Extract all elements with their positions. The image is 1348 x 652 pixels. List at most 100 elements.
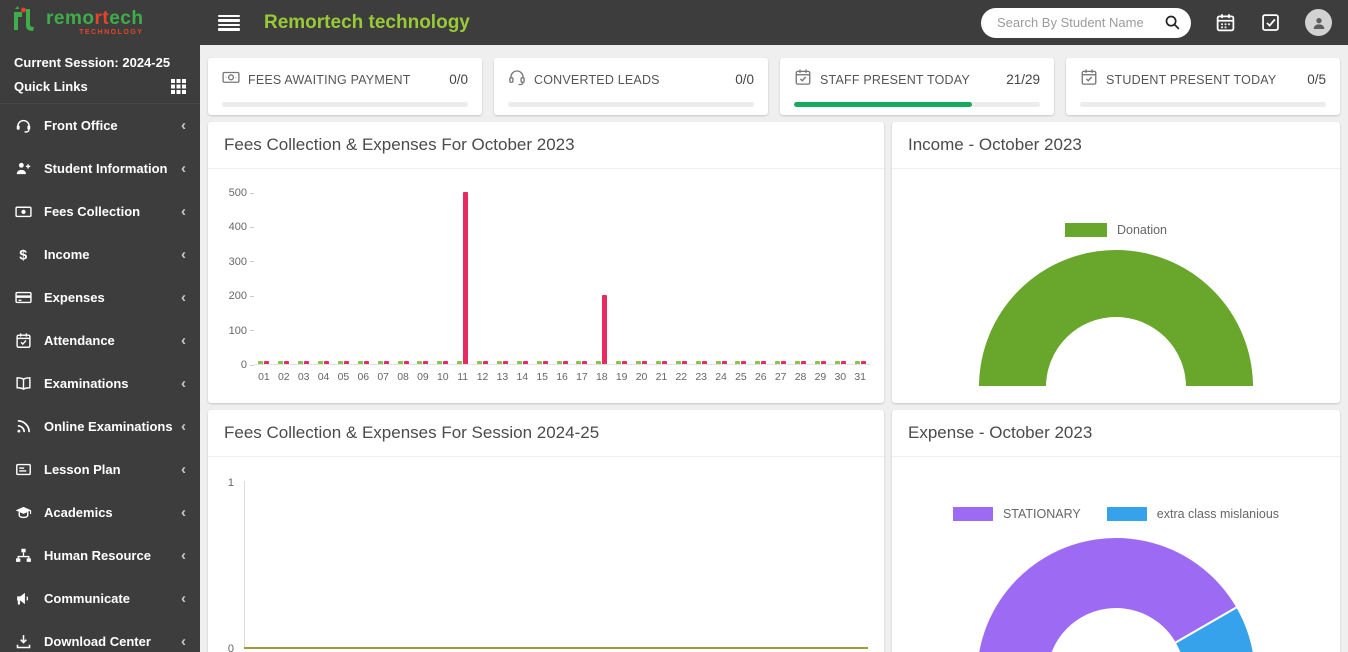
- sidebar-item-label: Download Center: [44, 634, 151, 649]
- legend-swatch: [952, 507, 993, 521]
- user-avatar[interactable]: [1305, 9, 1332, 36]
- chevron-left-icon: ‹: [181, 332, 186, 349]
- bar-group-day-19: [612, 361, 632, 364]
- y-tick-label: 1: [227, 477, 234, 489]
- stat-value: 0/0: [449, 72, 468, 87]
- logo-sub-text: TECHNOLOGY: [79, 29, 144, 36]
- sidebar-item-label: Communicate: [44, 591, 130, 606]
- sidebar-item-online-examinations[interactable]: Online Examinations ‹: [0, 405, 200, 448]
- chevron-left-icon: ‹: [181, 633, 186, 650]
- sidebar-item-student-information[interactable]: Student Information ‹: [0, 147, 200, 190]
- dollar-icon: $: [14, 246, 32, 263]
- sidebar-item-label: Income: [44, 247, 90, 262]
- main-content: FEES AWAITING PAYMENT 0/0 CONVERTED LEAD…: [200, 45, 1348, 652]
- sidebar-item-communicate[interactable]: Communicate ‹: [0, 577, 200, 620]
- stat-card-converted-leads: CONVERTED LEADS 0/0: [494, 58, 768, 115]
- sidebar-item-download-center[interactable]: Download Center ‹: [0, 620, 200, 652]
- chevron-left-icon: ‹: [181, 160, 186, 177]
- bar-group-day-06: [353, 361, 373, 364]
- stat-card-student-present: STUDENT PRESENT TODAY 0/5: [1066, 58, 1340, 115]
- sidebar-item-fees-collection[interactable]: Fees Collection ‹: [0, 190, 200, 233]
- calendar-check-icon: [1080, 68, 1098, 91]
- sidebar-item-attendance[interactable]: Attendance ‹: [0, 319, 200, 362]
- legend-swatch: [1106, 507, 1147, 521]
- bar-group-day-04: [314, 361, 334, 364]
- sidebar-item-lesson-plan[interactable]: Lesson Plan ‹: [0, 448, 200, 491]
- sidebar-item-label: Fees Collection: [44, 204, 141, 219]
- sidebar-item-label: Lesson Plan: [44, 462, 121, 477]
- quick-links-grid-icon[interactable]: [171, 79, 186, 94]
- sidebar-item-label: Examinations: [44, 376, 129, 391]
- sidebar-item-front-office[interactable]: Front Office ‹: [0, 104, 200, 147]
- sidebar-item-label: Front Office: [44, 118, 118, 133]
- sidebar-item-label: Attendance: [44, 333, 115, 348]
- sidebar-item-label: Human Resource: [44, 548, 151, 563]
- bar-group-day-15: [532, 361, 552, 364]
- progress-track: [1080, 102, 1326, 107]
- bar-group-day-09: [413, 361, 433, 364]
- svg-text:$: $: [19, 247, 27, 263]
- sidebar-item-academics[interactable]: Academics ‹: [0, 491, 200, 534]
- sidebar-item-label: Academics: [44, 505, 113, 520]
- chevron-left-icon: ‹: [181, 547, 186, 564]
- legend-label: extra class mislanious: [1156, 507, 1280, 521]
- stat-value: 0/0: [735, 72, 754, 87]
- sidebar-item-income[interactable]: $ Income ‹: [0, 233, 200, 276]
- chevron-left-icon: ‹: [181, 246, 186, 263]
- stat-label: CONVERTED LEADS: [534, 72, 660, 87]
- calendar-icon[interactable]: [1215, 12, 1236, 33]
- y-axis: 500 400 300 200 100 0: [218, 187, 254, 371]
- progress-track: [794, 102, 1040, 107]
- brand-logo[interactable]: remortech TECHNOLOGY: [0, 0, 200, 45]
- bar-chart-october: 500 400 300 200 100 0 01 02 03 04 05 06 07 08 09 10 11 1…: [208, 169, 884, 383]
- session-chart: 1 0: [220, 465, 868, 652]
- bar-group-day-07: [373, 361, 393, 364]
- bar-group-day-05: [334, 361, 354, 364]
- lesson-card-icon: [14, 461, 32, 478]
- hamburger-menu-icon[interactable]: [218, 14, 240, 31]
- sidebar-item-label: Online Examinations: [44, 419, 173, 434]
- progress-track: [222, 102, 468, 107]
- bars-plot: [254, 192, 870, 365]
- bar-group-day-26: [751, 361, 771, 364]
- y-tick-label: 0: [227, 643, 234, 652]
- sidebar-item-examinations[interactable]: Examinations ‹: [0, 362, 200, 405]
- sidebar: Current Session: 2024-25 Quick Links Fro…: [0, 45, 200, 652]
- student-search: [981, 7, 1191, 38]
- quick-links-label: Quick Links: [14, 79, 88, 94]
- bar-group-day-28: [791, 361, 811, 364]
- bar-group-day-31: [850, 361, 870, 364]
- x-axis-labels: 01 02 03 04 05 06 07 08 09 10 11 12 13 14 15 16 17 18 19 20…: [258, 371, 867, 383]
- sidebar-item-human-resource[interactable]: Human Resource ‹: [0, 534, 200, 577]
- logo-mark-icon: [10, 6, 40, 39]
- top-header: remortech TECHNOLOGY Remortech technolog…: [0, 0, 1348, 45]
- legend-label: Donation: [1116, 223, 1168, 237]
- download-icon: [14, 633, 32, 650]
- headset-icon: [14, 117, 32, 134]
- chart-title: Income - October 2023: [892, 122, 1340, 169]
- bar-group-day-08: [393, 361, 413, 364]
- sidebar-item-expenses[interactable]: Expenses ‹: [0, 276, 200, 319]
- bar-group-day-12: [473, 361, 493, 364]
- bar-group-day-24: [711, 361, 731, 364]
- expense-donut-chart: [977, 536, 1255, 652]
- search-input[interactable]: [997, 15, 1164, 30]
- credit-card-icon: [14, 289, 32, 306]
- todo-check-icon[interactable]: [1260, 12, 1281, 33]
- bar-group-day-27: [771, 361, 791, 364]
- bar-group-day-10: [433, 361, 453, 364]
- chart-card-expense: Expense - October 2023 STATIONARY extra …: [892, 410, 1340, 652]
- bar-group-day-22: [671, 361, 691, 364]
- progress-track: [508, 102, 754, 107]
- chart-title: Fees Collection & Expenses For Session 2…: [208, 410, 884, 457]
- graduation-cap-icon: [14, 504, 32, 521]
- rss-icon: [14, 418, 32, 435]
- chart-title: Fees Collection & Expenses For October 2…: [208, 122, 884, 169]
- chart-card-income: Income - October 2023 Donation: [892, 122, 1340, 403]
- chart-title: Expense - October 2023: [892, 410, 1340, 457]
- chevron-left-icon: ‹: [181, 117, 186, 134]
- search-icon[interactable]: [1164, 14, 1181, 31]
- chart-card-fees-expenses-session: Fees Collection & Expenses For Session 2…: [208, 410, 884, 652]
- bar-group-day-03: [294, 361, 314, 364]
- legend-label: STATIONARY: [1002, 507, 1081, 521]
